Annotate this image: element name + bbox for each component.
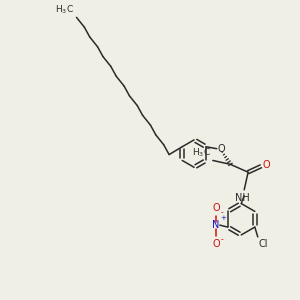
Text: Cl: Cl: [259, 239, 268, 249]
Text: H$_3$C: H$_3$C: [55, 4, 74, 16]
Text: +: +: [220, 215, 226, 221]
Text: -: -: [221, 235, 223, 244]
Text: O: O: [218, 144, 225, 154]
Text: O: O: [212, 239, 220, 249]
Text: O: O: [212, 203, 220, 213]
Text: NH: NH: [235, 193, 250, 203]
Text: O: O: [263, 160, 270, 170]
Text: H$_3$C: H$_3$C: [192, 147, 211, 160]
Text: -: -: [221, 208, 223, 217]
Text: N: N: [212, 220, 220, 230]
